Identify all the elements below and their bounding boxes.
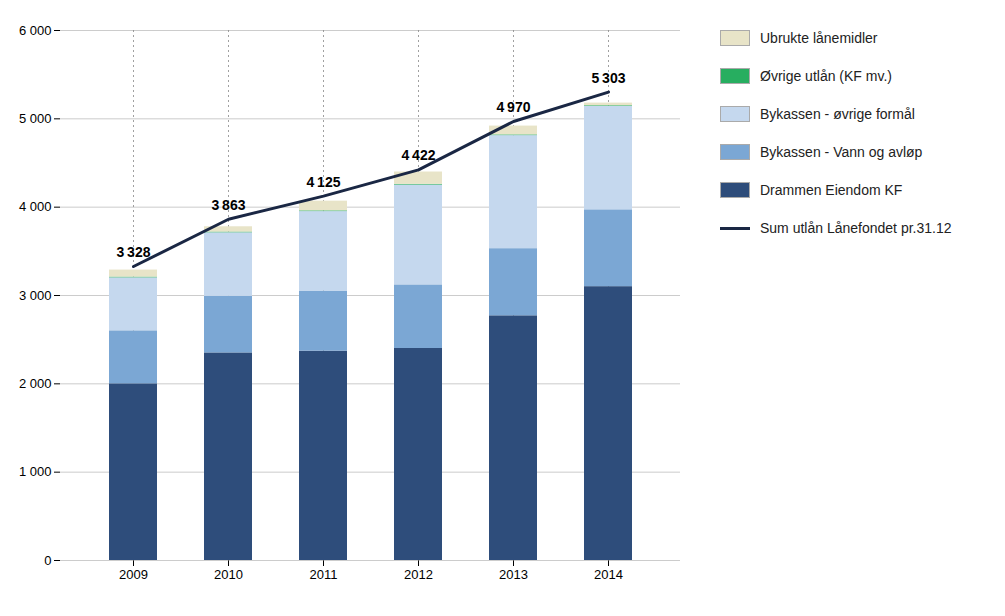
html-text:Drammen Eiendom KF: Drammen Eiendom KF [760,182,903,198]
svg-text:2013: 2013 [499,567,528,582]
html-text:Bykassen - Vann og avløp: Bykassen - Vann og avløp [760,144,923,160]
svg-text:2014: 2014 [594,567,623,582]
svg-text:5 000: 5 000 [19,111,52,126]
svg-text:3 000: 3 000 [19,288,52,303]
svg-text:2010: 2010 [214,567,243,582]
svg-text:2009: 2009 [119,567,148,582]
html-text:Bykassen - øvrige formål: Bykassen - øvrige formål [760,106,915,122]
svg-text:4 000: 4 000 [19,199,52,214]
svg-text:0: 0 [44,553,51,568]
html-text:Ubrukte lånemidler: Ubrukte lånemidler [760,30,878,46]
svg-text:5 303: 5 303 [592,70,626,86]
svg-text:3 863: 3 863 [212,197,246,213]
svg-text:2 000: 2 000 [19,376,52,391]
svg-text:3 328: 3 328 [117,244,151,260]
html-text:Øvrige utlån (KF mv.): Øvrige utlån (KF mv.) [760,68,892,84]
svg-text:4 125: 4 125 [307,174,341,190]
svg-text:4 970: 4 970 [497,99,531,115]
svg-text:2011: 2011 [310,567,338,582]
html-text:Sum utlån Lånefondet pr.31.12: Sum utlån Lånefondet pr.31.12 [760,220,952,236]
svg-text:4 422: 4 422 [402,147,436,163]
svg-text:2012: 2012 [404,567,433,582]
svg-text:6 000: 6 000 [19,23,52,38]
svg-text:1 000: 1 000 [19,464,52,479]
